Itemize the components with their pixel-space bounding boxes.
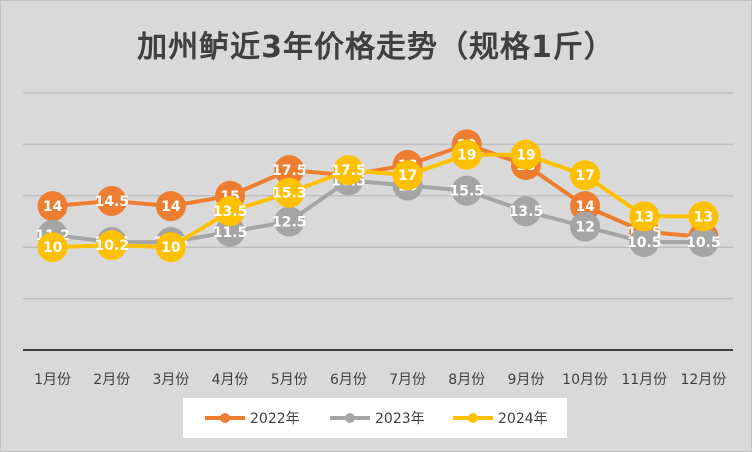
data-point: [570, 160, 601, 191]
series-layer: 1414.5141517.5171820181411.51111.210.510…: [35, 129, 721, 263]
x-tick-label: 2月份: [93, 372, 130, 388]
data-point: [688, 201, 719, 232]
x-tick-label: 3月份: [152, 372, 189, 388]
legend-item: 2024年: [453, 411, 548, 427]
legend-label: 2024年: [498, 411, 548, 427]
data-label: 17.5: [331, 163, 366, 179]
data-label: 12.5: [272, 215, 307, 231]
data-label: 12: [575, 220, 594, 236]
data-label: 14: [161, 199, 181, 215]
data-label: 10.5: [686, 235, 721, 251]
x-tick-label: 4月份: [212, 372, 249, 388]
data-label: 10: [43, 240, 63, 256]
x-tick-label: 12月份: [681, 372, 727, 388]
legend-label: 2022年: [250, 411, 300, 427]
data-point: [274, 155, 305, 186]
data-label: 15.3: [272, 186, 307, 202]
data-point: [37, 191, 68, 222]
x-tick-labels: 1月份 2月份 3月份 4月份 5月份 6月份 7月份 8月份 9月份 10月份 11月份 12月份: [34, 372, 726, 388]
legend-marker: [220, 413, 230, 423]
data-point: [274, 206, 305, 237]
data-point: [215, 216, 246, 247]
legend-items: 2022年 2023年 2024年: [205, 411, 548, 427]
x-tick-label: 9月份: [507, 372, 544, 388]
data-point: [510, 196, 541, 227]
data-point: [37, 232, 68, 263]
data-point: [570, 191, 601, 222]
data-label: 10.5: [627, 235, 662, 251]
data-point: [215, 196, 246, 227]
data-label: 13: [694, 209, 713, 225]
data-point: [96, 185, 127, 216]
series-2023年: 11.210.510.511.512.516.51615.513.51210.5…: [35, 165, 721, 258]
legend-item: 2022年: [205, 411, 300, 427]
x-tick-label: 7月份: [389, 372, 426, 388]
data-point: [155, 232, 186, 263]
data-label: 11.5: [213, 225, 248, 241]
legend-label: 2023年: [375, 411, 425, 427]
data-label: 13.5: [213, 204, 248, 220]
data-label: 14.5: [94, 194, 129, 210]
data-label: 13.5: [509, 204, 544, 220]
legend: [183, 398, 567, 438]
x-tick-label: 6月份: [330, 372, 367, 388]
data-label: 10: [161, 240, 181, 256]
series-2024年: 10 10.2 10 13.5 15.3 17.5 17 19 19 17 13 13: [37, 139, 719, 263]
legend-marker: [345, 413, 355, 423]
data-point: [688, 227, 719, 258]
x-tick-label: 1月份: [34, 372, 71, 388]
data-point: [451, 139, 482, 170]
data-point: [451, 175, 482, 206]
data-label: 17.5: [272, 163, 307, 179]
x-tick-label: 8月份: [448, 372, 485, 388]
data-point: [274, 177, 305, 208]
data-point: [96, 230, 127, 261]
data-label: 17: [575, 168, 594, 184]
gridlines: [23, 92, 733, 300]
chart-title: 加州鲈近3年价格走势（规格1斤）: [137, 30, 615, 65]
data-point: [570, 211, 601, 242]
legend-marker: [468, 413, 478, 423]
data-label: 10.2: [94, 238, 129, 254]
legend-item: 2023年: [330, 411, 425, 427]
data-point: [155, 191, 186, 222]
data-point: [510, 139, 541, 170]
data-label: 14: [575, 199, 595, 215]
data-label: 17: [398, 168, 417, 184]
data-label: 19: [516, 148, 535, 164]
data-label: 14: [43, 199, 63, 215]
data-point: [392, 160, 423, 191]
data-point: [333, 155, 364, 186]
data-label: 15.5: [449, 184, 484, 200]
data-label: 13: [635, 209, 654, 225]
data-label: 19: [457, 148, 476, 164]
data-point: [629, 201, 660, 232]
x-tick-label: 11月份: [621, 372, 667, 388]
x-tick-label: 5月份: [271, 372, 308, 388]
data-point: [629, 227, 660, 258]
x-tick-label: 10月份: [562, 372, 608, 388]
